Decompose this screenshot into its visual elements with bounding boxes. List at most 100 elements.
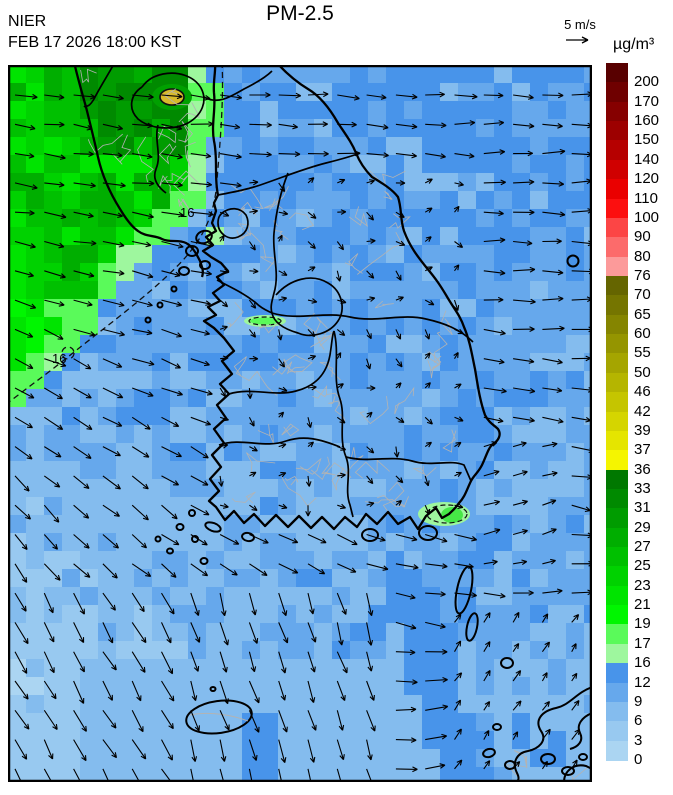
wind-vector bbox=[102, 94, 124, 101]
wind-vector bbox=[571, 643, 577, 652]
wind-vector bbox=[542, 211, 566, 218]
wind-vector bbox=[132, 153, 153, 160]
local-maxima-blobs bbox=[152, 84, 470, 526]
wind-vector bbox=[219, 563, 238, 576]
wind-vector bbox=[513, 150, 534, 157]
wind-vector bbox=[161, 651, 174, 675]
wind-vector bbox=[219, 387, 226, 398]
wind-vector bbox=[542, 441, 558, 448]
wind-vector bbox=[513, 326, 535, 332]
wind-vector bbox=[337, 178, 346, 185]
wind-vector bbox=[542, 123, 563, 129]
wind-vector bbox=[542, 528, 557, 536]
wind-vector bbox=[305, 475, 312, 487]
wind-vector bbox=[366, 651, 374, 672]
wind-vector bbox=[218, 475, 224, 487]
wind-vector bbox=[395, 475, 404, 484]
wind-vector bbox=[249, 268, 259, 274]
wind-vector bbox=[220, 182, 242, 188]
island bbox=[178, 266, 190, 276]
island bbox=[209, 686, 217, 692]
wind-vector bbox=[395, 499, 402, 506]
island bbox=[188, 509, 196, 517]
wind-vector bbox=[278, 592, 288, 617]
island bbox=[465, 612, 479, 642]
wind-vector bbox=[132, 328, 153, 336]
wind-vector bbox=[541, 728, 551, 740]
colorbar-cell bbox=[606, 198, 628, 219]
colorbar-tick-label: 0 bbox=[634, 751, 643, 768]
wind-vector bbox=[132, 122, 153, 129]
wind-vector bbox=[424, 236, 432, 242]
wind-vector bbox=[395, 649, 416, 656]
wind-vector bbox=[512, 643, 520, 653]
wind-vector bbox=[366, 179, 375, 185]
wind-vector bbox=[277, 234, 283, 242]
wind-vector bbox=[190, 504, 210, 516]
wind-vector bbox=[542, 181, 565, 187]
colorbar-cell bbox=[606, 237, 628, 258]
colorbar-cell bbox=[606, 547, 628, 567]
wind-vector bbox=[366, 123, 389, 130]
colorbar-cell bbox=[606, 63, 628, 83]
colorbar-cell bbox=[606, 411, 628, 432]
wind-vector bbox=[14, 182, 38, 190]
wind-vector bbox=[483, 296, 504, 303]
colorbar-cell bbox=[606, 353, 628, 374]
wind-vector bbox=[73, 446, 92, 459]
island bbox=[195, 229, 213, 245]
wind-vector bbox=[44, 121, 65, 128]
wind-vector bbox=[483, 210, 504, 217]
colorbar-tick-label: 120 bbox=[634, 170, 660, 188]
wind-vector bbox=[73, 211, 94, 219]
colorbar-tick-label: 70 bbox=[634, 286, 651, 304]
wind-vector bbox=[102, 123, 124, 131]
wind-vector bbox=[219, 443, 229, 449]
island bbox=[154, 535, 162, 543]
wind-vector bbox=[425, 733, 448, 741]
wind-vector bbox=[14, 240, 36, 249]
wind-vector bbox=[220, 94, 243, 101]
wind-vector bbox=[220, 268, 230, 275]
wind-vector bbox=[483, 559, 498, 566]
wind-vector bbox=[278, 182, 286, 193]
valid-time-label: FEB 17 2026 18:00 KST bbox=[8, 34, 182, 51]
island bbox=[504, 760, 516, 770]
wind-vector bbox=[278, 123, 299, 130]
wind-vector bbox=[219, 415, 229, 422]
wind-vector bbox=[541, 701, 551, 711]
wind-vector bbox=[248, 710, 260, 733]
colorbar-cell bbox=[606, 82, 628, 103]
wind-vector bbox=[278, 651, 287, 674]
wind-vector bbox=[483, 612, 491, 623]
wind-vector bbox=[307, 563, 326, 575]
wind-vector bbox=[512, 529, 528, 536]
wind-vector bbox=[424, 416, 433, 425]
colorbar-cell bbox=[606, 721, 628, 742]
wind-vector bbox=[307, 329, 316, 338]
wind-vector bbox=[454, 181, 464, 187]
wind-vector bbox=[483, 499, 501, 506]
wind-vector bbox=[571, 759, 578, 770]
wind-vector bbox=[14, 446, 33, 460]
colorbar-cell bbox=[606, 140, 628, 161]
wind-vector bbox=[453, 205, 460, 213]
wind-vector bbox=[454, 471, 462, 478]
colorbar-cell bbox=[606, 605, 628, 626]
wind-vector bbox=[542, 325, 565, 332]
wind-vector-layer bbox=[14, 91, 595, 793]
colorbar-cell bbox=[606, 256, 628, 277]
wind-vector bbox=[542, 416, 564, 424]
wind-vector bbox=[278, 210, 289, 216]
wind-vector bbox=[43, 651, 55, 674]
wind-vector bbox=[336, 739, 345, 761]
wind-vector bbox=[513, 179, 535, 185]
wind-vector bbox=[395, 621, 417, 630]
wind-vector bbox=[542, 470, 558, 477]
wind-vector bbox=[43, 475, 61, 488]
wind-vector bbox=[73, 270, 95, 278]
wind-vector bbox=[161, 739, 173, 761]
wind-vector bbox=[424, 475, 430, 487]
wind-vector bbox=[336, 680, 346, 701]
wind-vector bbox=[219, 680, 229, 705]
